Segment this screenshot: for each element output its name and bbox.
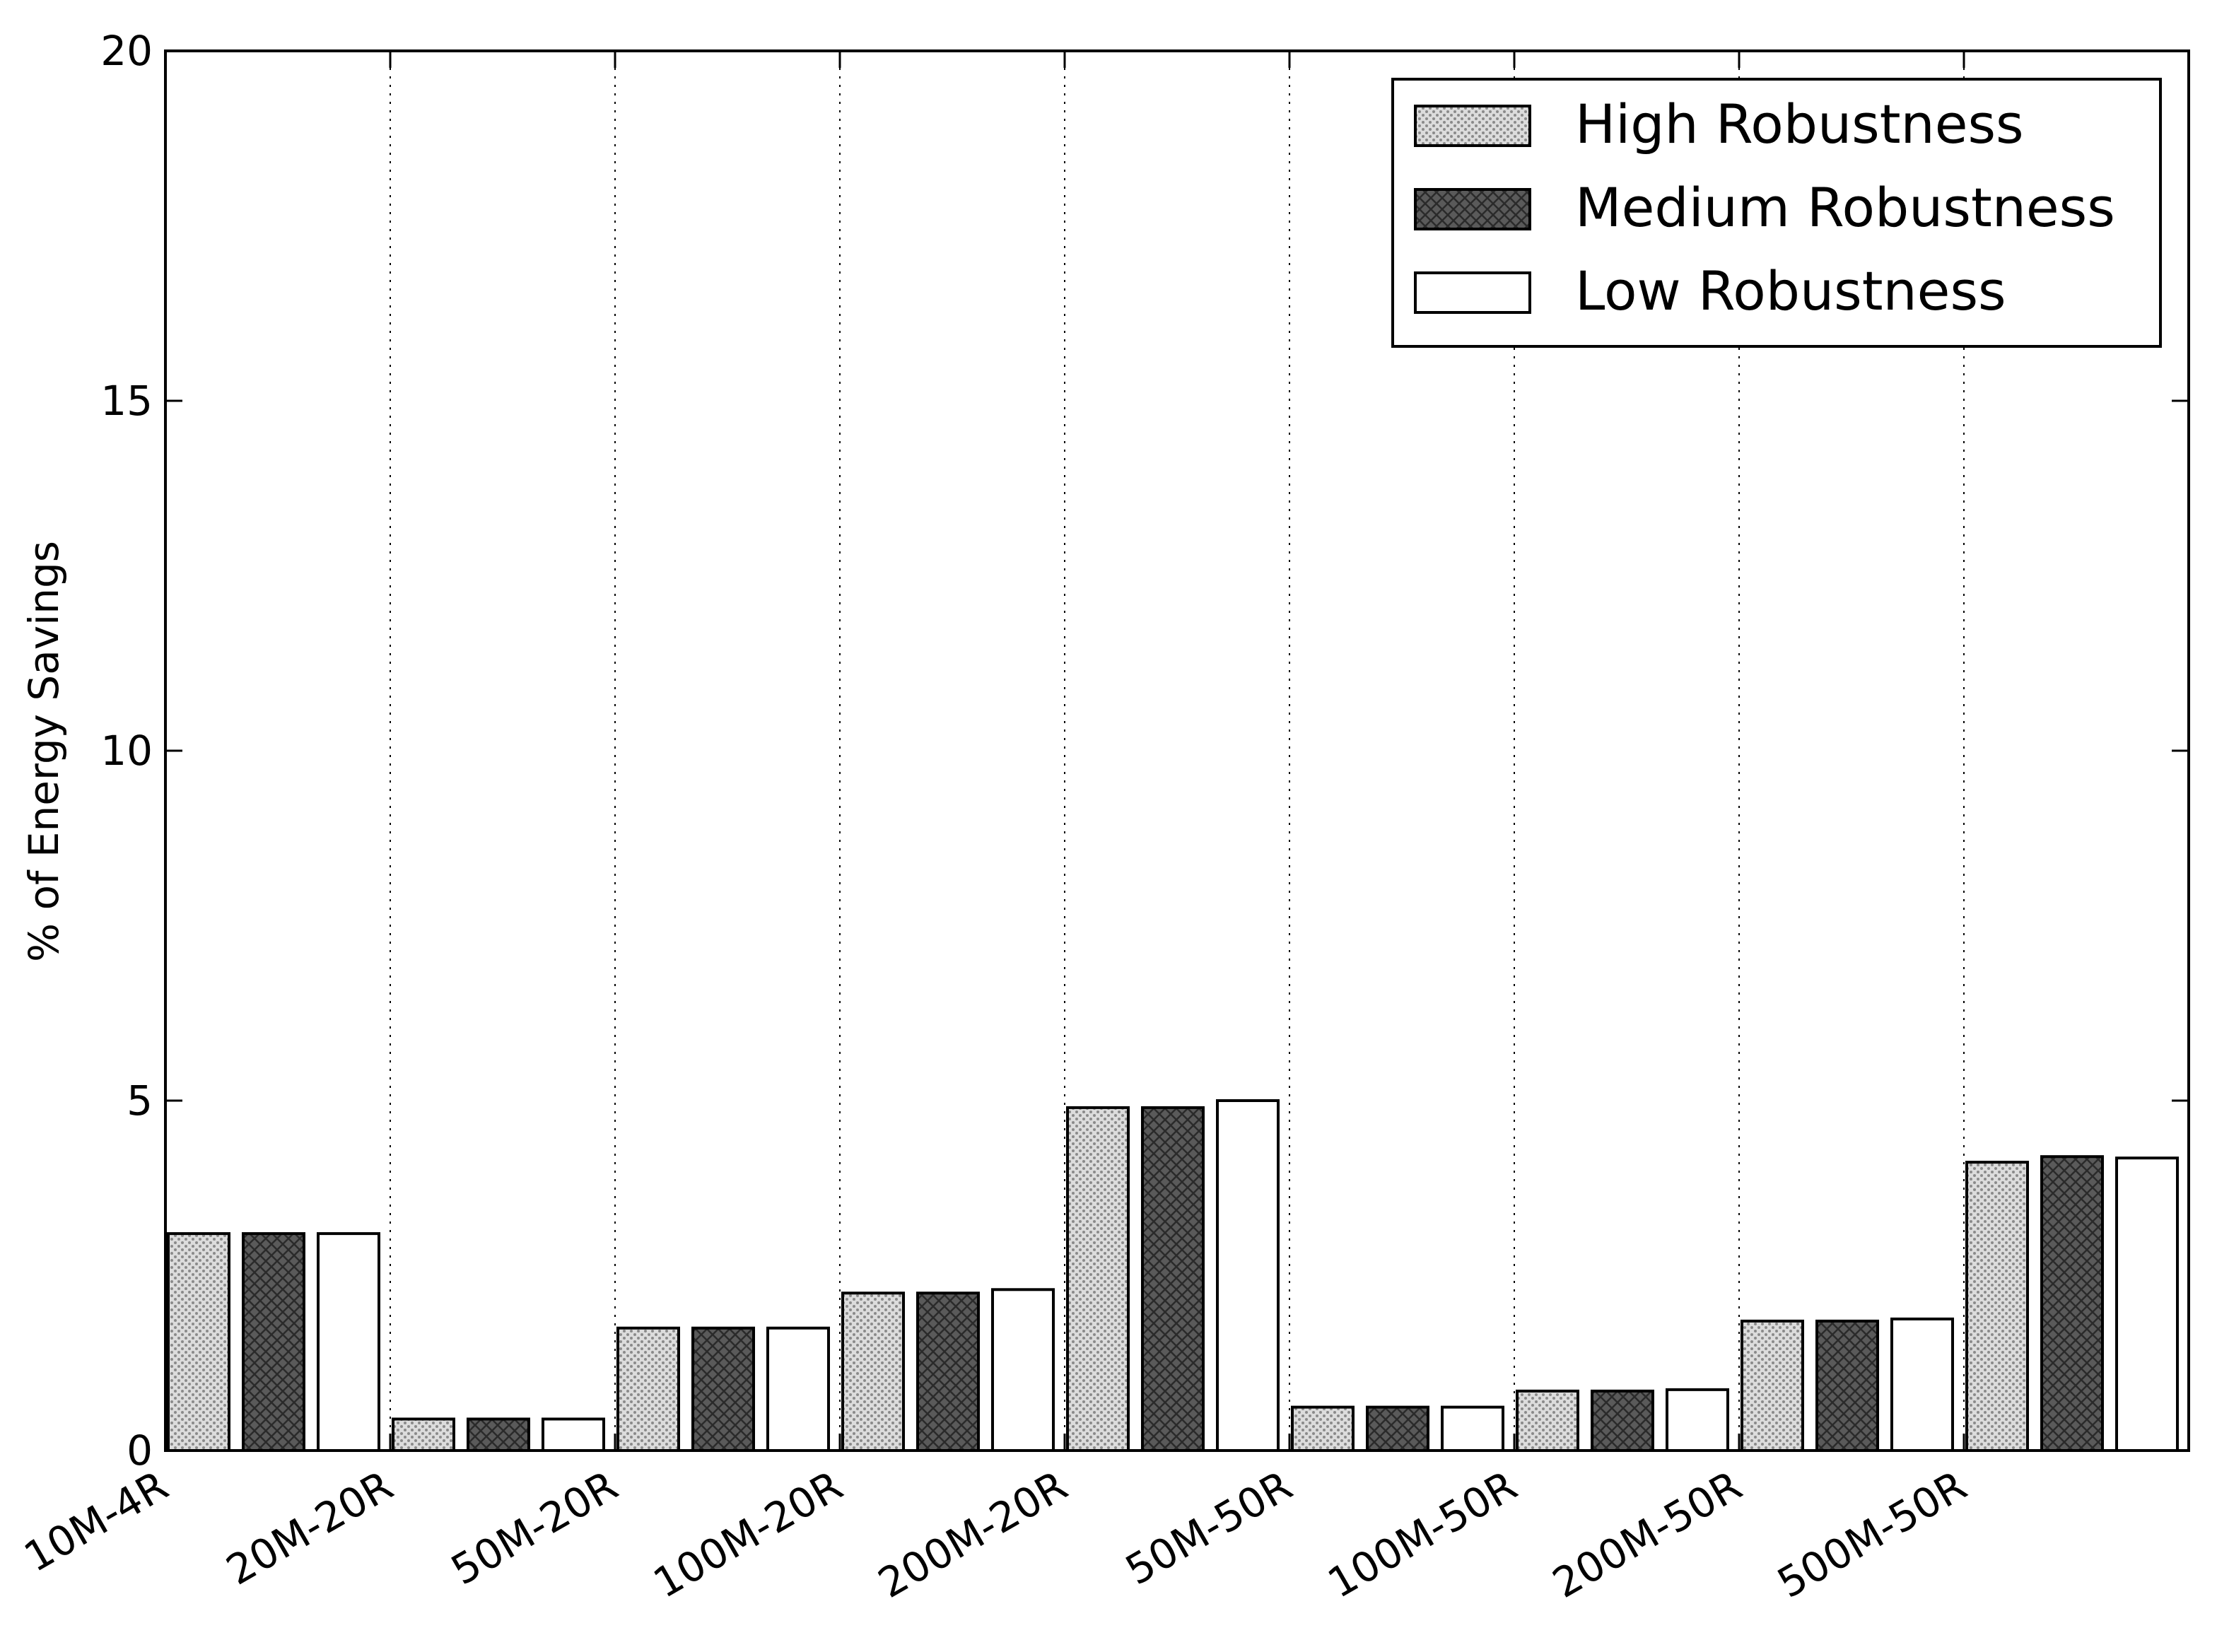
bar-medium-robustness — [242, 1232, 305, 1452]
x-tick-label: 10M-4R — [16, 1461, 176, 1581]
bar-low-robustness — [1666, 1388, 1729, 1452]
bar-medium-robustness — [2040, 1155, 2104, 1452]
legend-swatch — [1414, 105, 1531, 147]
bar-high-robustness — [167, 1232, 230, 1452]
bar-high-robustness — [841, 1291, 905, 1452]
bar-low-robustness — [1441, 1405, 1504, 1452]
bar-medium-robustness — [467, 1417, 530, 1452]
legend-label: Medium Robustness — [1575, 176, 2115, 239]
legend-label: High Robustness — [1575, 93, 2024, 156]
legend-label: Low Robustness — [1575, 259, 2006, 322]
x-tick-label: 50M-20R — [443, 1461, 626, 1594]
y-axis-label: % of Energy Savings — [20, 541, 68, 962]
bar-medium-robustness — [691, 1326, 755, 1452]
bar-high-robustness — [1516, 1389, 1579, 1452]
x-tick-label: 100M-20R — [645, 1461, 850, 1607]
bar-low-robustness — [317, 1232, 380, 1452]
legend: High Robustness Medium Robustness Low Robu… — [1391, 78, 2162, 348]
bar-high-robustness — [1965, 1161, 2029, 1452]
legend-swatch — [1414, 188, 1531, 230]
bar-medium-robustness — [1815, 1319, 1879, 1452]
bars — [167, 1099, 2179, 1453]
bar-low-robustness — [2115, 1156, 2179, 1453]
bar-medium-robustness — [1366, 1405, 1429, 1452]
y-tick-label: 10 — [100, 727, 153, 775]
bar-low-robustness — [766, 1326, 830, 1452]
bar-medium-robustness — [1591, 1389, 1654, 1452]
bar-high-robustness — [1066, 1106, 1130, 1453]
x-tick-label: 20M-20R — [218, 1461, 401, 1594]
x-tick-label: 200M-50R — [1545, 1461, 1750, 1607]
bar-high-robustness — [392, 1417, 455, 1452]
bar-high-robustness — [1741, 1319, 1804, 1452]
y-tick-label: 15 — [100, 377, 153, 425]
bar-high-robustness — [1291, 1405, 1355, 1452]
x-tick-label: 200M-20R — [870, 1461, 1075, 1607]
bar-medium-robustness — [1141, 1106, 1205, 1453]
bar-low-robustness — [542, 1417, 605, 1452]
bar-low-robustness — [991, 1288, 1055, 1453]
legend-swatch — [1414, 271, 1531, 314]
axes — [164, 49, 2190, 1452]
x-tick-label: 500M-50R — [1769, 1461, 1975, 1607]
y-tick-label: 5 — [127, 1077, 153, 1125]
x-tick-label: 50M-50R — [1118, 1461, 1300, 1594]
bar-medium-robustness — [916, 1291, 980, 1452]
bar-low-robustness — [1216, 1099, 1280, 1452]
x-tick-label: 100M-50R — [1320, 1461, 1525, 1607]
y-tick-label: 0 — [127, 1427, 153, 1475]
y-tick-label: 20 — [100, 27, 153, 75]
bar-high-robustness — [616, 1326, 680, 1452]
bar-low-robustness — [1890, 1317, 1954, 1452]
